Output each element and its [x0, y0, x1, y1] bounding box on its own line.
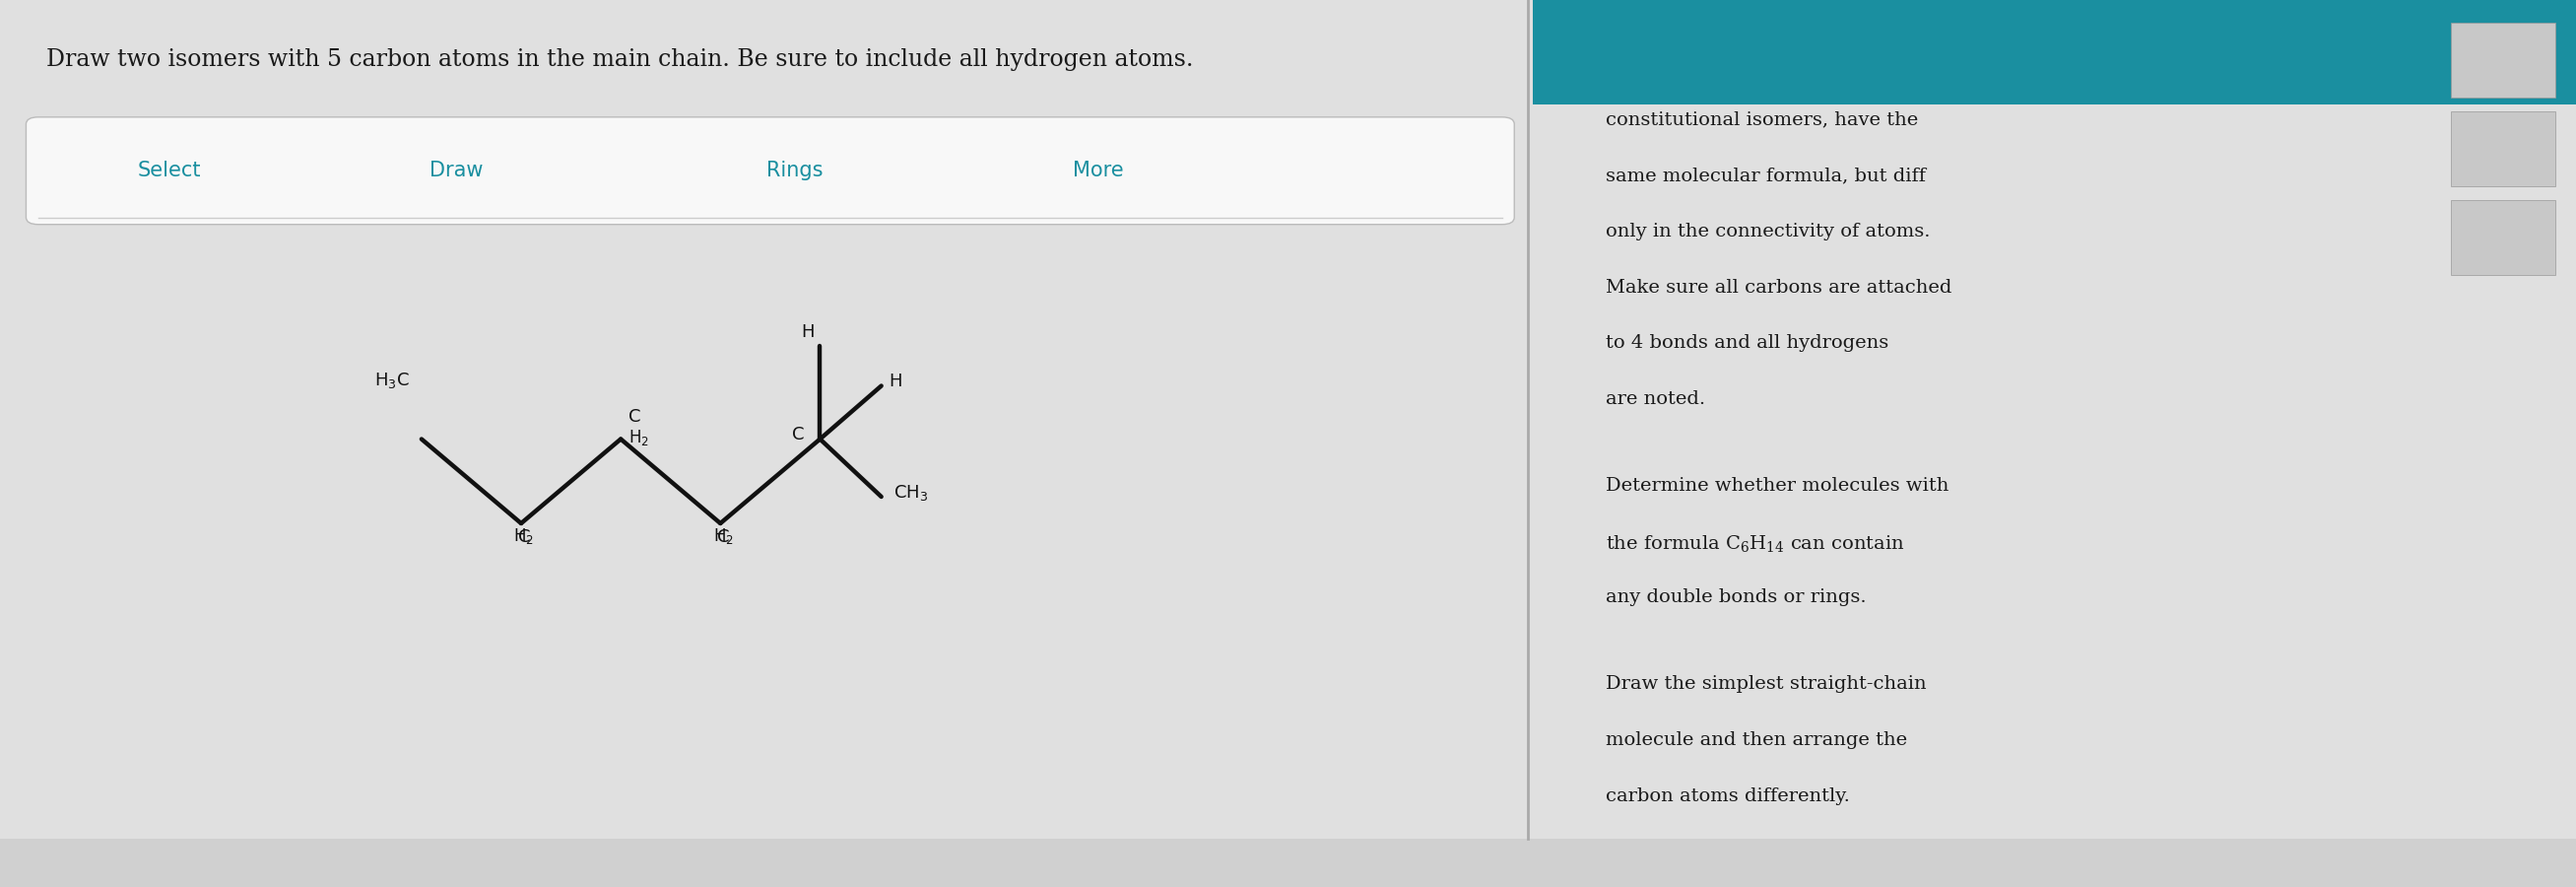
FancyBboxPatch shape: [26, 117, 1515, 224]
Text: More: More: [1072, 161, 1123, 181]
Text: Draw: Draw: [430, 161, 482, 181]
Text: H: H: [889, 373, 902, 390]
Text: Rings: Rings: [768, 161, 822, 181]
Text: C: C: [629, 408, 641, 426]
Text: are noted.: are noted.: [1605, 390, 1705, 408]
Text: C: C: [793, 426, 804, 444]
Text: $\mathdefault{CH_3}$: $\mathdefault{CH_3}$: [894, 483, 927, 502]
Text: any double bonds or rings.: any double bonds or rings.: [1605, 589, 1868, 607]
Text: only in the connectivity of atoms.: only in the connectivity of atoms.: [1605, 223, 1929, 240]
Text: same molecular formula, but diff: same molecular formula, but diff: [1605, 167, 1927, 184]
Text: H: H: [801, 324, 814, 341]
Text: $\mathdefault{H_2}$: $\mathdefault{H_2}$: [629, 428, 649, 447]
Text: Select: Select: [139, 161, 201, 181]
Bar: [1533, 0, 2576, 105]
Text: Draw two isomers with 5 carbon atoms in the main chain. Be sure to include all h: Draw two isomers with 5 carbon atoms in …: [46, 49, 1193, 72]
Text: constitutional isomers, have the: constitutional isomers, have the: [1605, 111, 1919, 129]
Text: to 4 bonds and all hydrogens: to 4 bonds and all hydrogens: [1605, 334, 1888, 352]
Text: $\mathdefault{H_2}$: $\mathdefault{H_2}$: [714, 526, 734, 546]
Text: carbon atoms differently.: carbon atoms differently.: [1605, 787, 1850, 805]
Text: Draw the simplest straight-chain: Draw the simplest straight-chain: [1605, 675, 1927, 693]
Text: $\mathdefault{H_3C}$: $\mathdefault{H_3C}$: [374, 371, 410, 390]
Bar: [2450, 111, 2555, 186]
Text: the formula $\mathdefault{C_6H_{14}}$ can contain: the formula $\mathdefault{C_6H_{14}}$ ca…: [1605, 533, 1904, 553]
Text: molecule and then arrange the: molecule and then arrange the: [1605, 731, 1906, 749]
Bar: [0, 838, 1533, 887]
Text: Make sure all carbons are attached: Make sure all carbons are attached: [1605, 279, 1953, 296]
Text: C: C: [518, 528, 531, 546]
Text: C: C: [716, 528, 729, 546]
Bar: [1533, 838, 2576, 887]
Bar: [2450, 200, 2555, 275]
Text: Determine whether molecules with: Determine whether molecules with: [1605, 477, 1950, 495]
Text: $\mathdefault{H_2}$: $\mathdefault{H_2}$: [513, 526, 533, 546]
Bar: [2450, 22, 2555, 98]
